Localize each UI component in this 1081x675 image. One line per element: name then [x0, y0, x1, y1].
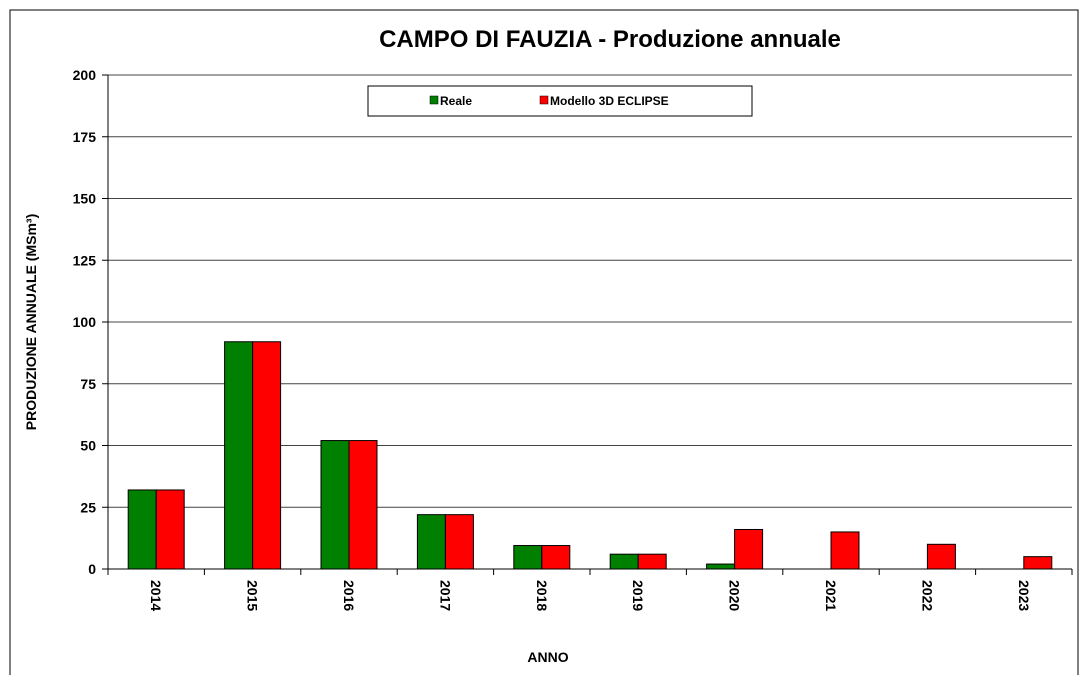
chart-title: CAMPO DI FAUZIA - Produzione annuale	[379, 26, 841, 53]
x-tick-label: 2023	[1016, 580, 1032, 611]
x-tick-label: 2021	[823, 580, 839, 611]
x-tick-label: 2015	[245, 580, 261, 611]
bar	[706, 563, 736, 570]
bar	[926, 543, 956, 570]
bar	[444, 514, 474, 570]
legend-label: Modello 3D ECLIPSE	[550, 94, 669, 108]
x-tick-label: 2019	[630, 580, 646, 611]
y-tick-label: 75	[80, 376, 96, 392]
y-tick-label: 150	[73, 191, 97, 207]
bar	[513, 545, 543, 570]
legend-swatch	[539, 95, 549, 105]
legend-swatch	[429, 95, 439, 105]
bar	[252, 341, 282, 570]
x-tick-label: 2017	[437, 580, 453, 611]
y-tick-label: 25	[80, 499, 96, 515]
x-axis-label: ANNO	[527, 649, 568, 665]
y-axis-label: PRODUZIONE ANNUALE (MSm³)	[23, 214, 39, 430]
x-tick-label: 2016	[341, 580, 357, 611]
bar	[224, 341, 254, 570]
bar	[348, 440, 378, 570]
bar	[541, 545, 571, 570]
x-tick-label: 2022	[919, 580, 935, 611]
y-tick-label: 0	[88, 561, 96, 577]
y-tick-label: 100	[73, 314, 97, 330]
y-tick-label: 125	[73, 252, 97, 268]
x-tick-label: 2018	[534, 580, 550, 611]
bar	[155, 489, 185, 570]
bar	[416, 514, 446, 570]
bar	[320, 440, 350, 570]
bar	[127, 489, 157, 570]
y-tick-label: 200	[73, 67, 97, 83]
x-tick-label: 2020	[727, 580, 743, 611]
bar	[609, 553, 639, 570]
bar	[637, 553, 667, 570]
y-tick-label: 175	[73, 129, 97, 145]
legend-label: Reale	[440, 94, 472, 108]
bar	[830, 531, 860, 570]
bar	[734, 528, 764, 570]
x-tick-label: 2014	[148, 580, 164, 611]
bar	[1023, 556, 1053, 570]
y-tick-label: 50	[80, 438, 96, 454]
